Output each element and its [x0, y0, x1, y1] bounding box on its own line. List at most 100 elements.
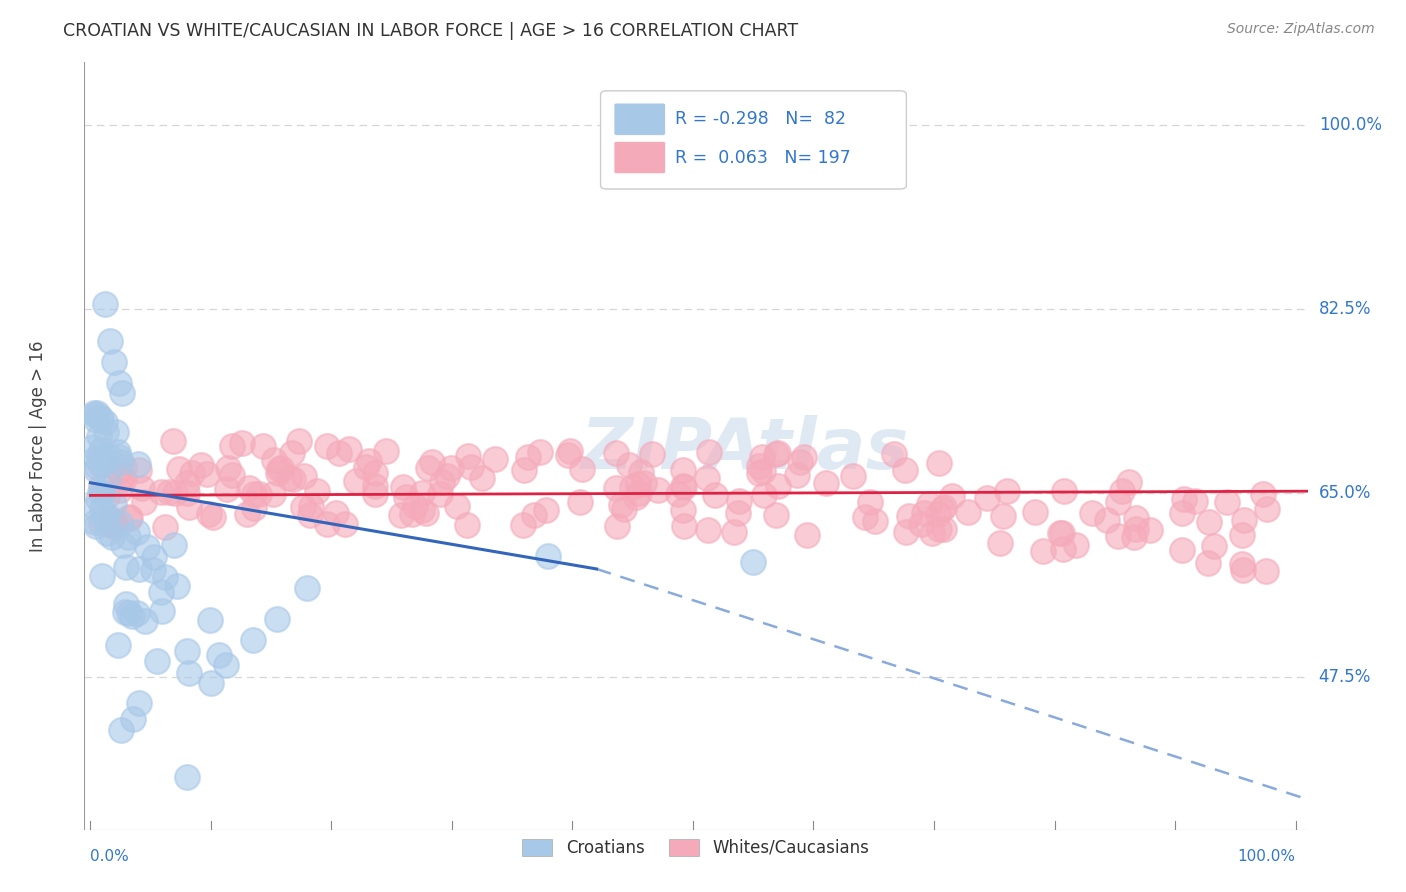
Point: [94, 415, 117, 429]
Point: [841, 468, 863, 483]
Point: [456, 517, 478, 532]
Point: [354, 460, 377, 475]
Point: [1052, 542, 1074, 557]
Point: [243, 486, 266, 500]
Point: [606, 518, 628, 533]
Point: [103, 520, 125, 534]
Point: [150, 484, 173, 499]
Point: [1064, 537, 1087, 551]
Point: [121, 609, 143, 624]
Point: [789, 455, 811, 469]
Point: [145, 655, 167, 669]
Point: [672, 519, 695, 533]
Point: [357, 453, 380, 467]
Point: [215, 483, 238, 497]
Text: 0.0%: 0.0%: [90, 849, 129, 864]
FancyBboxPatch shape: [614, 103, 665, 136]
Point: [703, 488, 725, 502]
Point: [859, 495, 882, 509]
Point: [815, 476, 838, 491]
Point: [128, 462, 150, 476]
Point: [697, 523, 720, 537]
Point: [751, 450, 773, 464]
Point: [198, 613, 221, 627]
Point: [98, 450, 121, 464]
Point: [127, 525, 149, 540]
Point: [666, 487, 689, 501]
Point: [93, 450, 115, 464]
Point: [672, 480, 695, 494]
Point: [197, 508, 219, 522]
Point: [267, 466, 290, 480]
Point: [364, 478, 387, 492]
Point: [626, 490, 648, 504]
Point: [100, 517, 122, 532]
Point: [134, 495, 156, 509]
Point: [128, 697, 150, 711]
Point: [1197, 556, 1219, 570]
Point: [752, 465, 775, 479]
Point: [120, 510, 142, 524]
Point: [765, 508, 787, 523]
Point: [471, 471, 494, 485]
Point: [932, 523, 955, 537]
Point: [247, 487, 270, 501]
Point: [215, 657, 238, 672]
Point: [86, 460, 108, 475]
Point: [415, 506, 437, 520]
Text: 100.0%: 100.0%: [1319, 117, 1382, 135]
Point: [344, 475, 367, 489]
Point: [217, 460, 239, 475]
Point: [897, 509, 920, 524]
Point: [918, 497, 941, 511]
Point: [299, 508, 322, 522]
Point: [316, 439, 339, 453]
Point: [100, 530, 122, 544]
Point: [337, 442, 360, 457]
Point: [558, 443, 581, 458]
Point: [931, 502, 953, 516]
Point: [149, 585, 172, 599]
Point: [1125, 522, 1147, 536]
Point: [1050, 525, 1073, 540]
Text: 65.0%: 65.0%: [1319, 484, 1371, 502]
Point: [104, 425, 127, 439]
Point: [103, 355, 125, 369]
Point: [166, 579, 188, 593]
Point: [94, 508, 117, 523]
Point: [143, 550, 166, 565]
Text: CROATIAN VS WHITE/CAUCASIAN IN LABOR FORCE | AGE > 16 CORRELATION CHART: CROATIAN VS WHITE/CAUCASIAN IN LABOR FOR…: [63, 22, 799, 40]
Point: [252, 439, 274, 453]
Point: [364, 467, 387, 481]
Point: [93, 511, 115, 525]
Point: [84, 500, 107, 515]
Point: [201, 509, 224, 524]
Point: [1024, 505, 1046, 519]
Point: [107, 444, 129, 458]
Point: [104, 516, 127, 530]
Point: [97, 517, 120, 532]
Point: [281, 445, 304, 459]
Point: [136, 540, 159, 554]
Point: [883, 447, 905, 461]
Point: [375, 443, 398, 458]
Point: [941, 489, 963, 503]
Point: [84, 409, 107, 423]
Point: [620, 480, 643, 494]
Point: [1049, 526, 1071, 541]
Point: [221, 439, 243, 453]
Point: [90, 516, 112, 530]
Point: [153, 520, 176, 534]
Point: [405, 499, 427, 513]
Point: [411, 486, 433, 500]
Point: [90, 411, 112, 425]
Point: [796, 528, 818, 542]
Point: [647, 483, 669, 497]
Point: [84, 515, 107, 529]
Point: [457, 450, 479, 464]
Point: [1254, 564, 1277, 578]
Point: [513, 463, 536, 477]
Point: [89, 409, 111, 424]
Point: [613, 501, 636, 516]
Point: [896, 524, 918, 539]
